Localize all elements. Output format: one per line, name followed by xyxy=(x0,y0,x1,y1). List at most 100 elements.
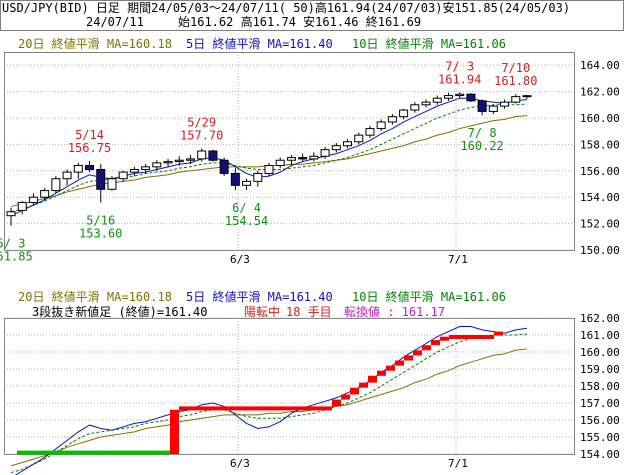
legend-ma20: 20日 終値平滑 MA=160.18 xyxy=(18,37,172,51)
kagi-reversal: 転換値 : 161.17 xyxy=(344,305,446,319)
candle-body xyxy=(320,149,330,157)
candle-body xyxy=(197,150,207,160)
candle-body xyxy=(107,178,117,190)
candle-body xyxy=(331,145,341,151)
candle-body xyxy=(85,165,95,170)
high-annotation-date: 5/14 xyxy=(75,128,104,142)
kagi-count: 18 手目 xyxy=(286,305,332,319)
high-annotation-price: 161.94 xyxy=(438,72,481,86)
candle-body xyxy=(17,201,27,211)
brick-up xyxy=(332,399,341,407)
candle-body xyxy=(466,93,476,102)
header-title: USD/JPY(BID) 日足 期間24/05/03～24/07/11( 50)… xyxy=(2,1,571,15)
header-ohlc: 始161.62 高161.74 安161.46 終161.69 xyxy=(178,15,422,29)
bottom-y-tick: 158.00 xyxy=(580,380,620,393)
low-annotation-price: 154.54 xyxy=(225,214,268,228)
candle-body xyxy=(443,95,453,99)
candle-body xyxy=(309,155,319,160)
high-annotation-date: 7/ 3 xyxy=(445,59,474,73)
legend-bottom-ma10: 10日 終値平滑 MA=161.06 xyxy=(352,290,506,304)
low-annotation-price: 160.22 xyxy=(460,139,503,153)
brick-down xyxy=(17,450,170,455)
bottom-ma20-line xyxy=(10,348,528,467)
bottom-y-tick: 157.00 xyxy=(580,397,620,410)
bottom-y-tick: 161.00 xyxy=(580,329,620,342)
high-annotation-price: 161.80 xyxy=(494,74,537,88)
bottom-y-tick: 160.00 xyxy=(580,346,620,359)
brick-up xyxy=(341,394,350,400)
low-annotation-price: 153.60 xyxy=(79,226,122,240)
top-y-tick: 164.00 xyxy=(580,59,620,72)
top-y-tick: 150.00 xyxy=(580,244,620,257)
high-annotation-date: 5/29 xyxy=(187,115,216,129)
kagi-label: 3段抜き新値足 (終値)=161.40 xyxy=(32,305,208,319)
top-x-tick: 7/1 xyxy=(448,253,468,266)
candle-body xyxy=(298,157,308,160)
candle-body xyxy=(477,100,487,112)
bottom-y-tick: 155.00 xyxy=(580,431,620,444)
candle-body xyxy=(354,134,364,143)
candle-body xyxy=(253,172,263,182)
candle-body xyxy=(152,162,162,168)
candle-body xyxy=(488,105,498,112)
legend-ma10: 10日 終値平滑 MA=161.06 xyxy=(352,37,506,51)
brick-up xyxy=(170,409,179,454)
top-y-tick: 162.00 xyxy=(580,86,620,99)
candle-body xyxy=(522,95,532,98)
low-annotation-date: 5/16 xyxy=(86,213,115,227)
candle-body xyxy=(455,93,465,97)
brick-up xyxy=(404,355,413,361)
candle-body xyxy=(399,109,409,118)
bottom-x-tick: 6/3 xyxy=(230,457,250,470)
brick-up xyxy=(413,350,422,356)
candle-body xyxy=(410,104,420,111)
candle-body xyxy=(96,168,106,190)
brick-up xyxy=(368,375,377,383)
top-y-tick: 152.00 xyxy=(580,218,620,231)
brick-up xyxy=(440,336,449,341)
brick-up xyxy=(449,335,494,339)
candle-body xyxy=(376,121,386,130)
candle-body xyxy=(62,171,72,180)
candle-body xyxy=(73,165,83,173)
bottom-y-tick: 154.00 xyxy=(580,448,620,461)
top-y-tick: 156.00 xyxy=(580,165,620,178)
candle-body xyxy=(511,96,521,103)
header-date: 24/07/11 xyxy=(86,15,144,29)
candle-body xyxy=(40,190,50,198)
low-annotation-date: 6/ 4 xyxy=(232,201,261,215)
candle-body xyxy=(500,101,510,107)
brick-up xyxy=(431,340,440,346)
candle-body xyxy=(174,159,184,163)
candle-body xyxy=(219,159,229,174)
top-x-tick: 6/3 xyxy=(230,253,250,266)
brick-up xyxy=(350,387,359,395)
ma10-line xyxy=(10,103,528,213)
legend-bottom-ma5: 5日 終値平滑 MA=161.40 xyxy=(186,290,333,304)
bottom-ma10-line xyxy=(10,333,528,474)
brick-up xyxy=(359,382,368,388)
candle-body xyxy=(230,172,240,186)
bottom-y-tick: 159.00 xyxy=(580,363,620,376)
candle-body xyxy=(129,168,139,173)
kagi-state: 陽転中 xyxy=(244,305,281,319)
brick-up xyxy=(494,331,503,336)
top-y-tick: 160.00 xyxy=(580,112,620,125)
candle-body xyxy=(286,157,296,161)
candle-body xyxy=(185,158,195,161)
high-annotation-date: 7/10 xyxy=(501,61,530,75)
low-annotation-price: 151.85 xyxy=(0,250,33,264)
bottom-y-tick: 156.00 xyxy=(580,414,620,427)
top-y-tick: 158.00 xyxy=(580,138,620,151)
high-annotation-price: 157.70 xyxy=(180,128,223,142)
candle-body xyxy=(118,171,128,180)
top-y-tick: 154.00 xyxy=(580,191,620,204)
candle-body xyxy=(275,159,285,167)
candle-body xyxy=(6,211,16,217)
candle-body xyxy=(432,97,442,103)
candle-body xyxy=(28,196,38,203)
candle-body xyxy=(343,141,353,147)
brick-up xyxy=(179,406,332,411)
